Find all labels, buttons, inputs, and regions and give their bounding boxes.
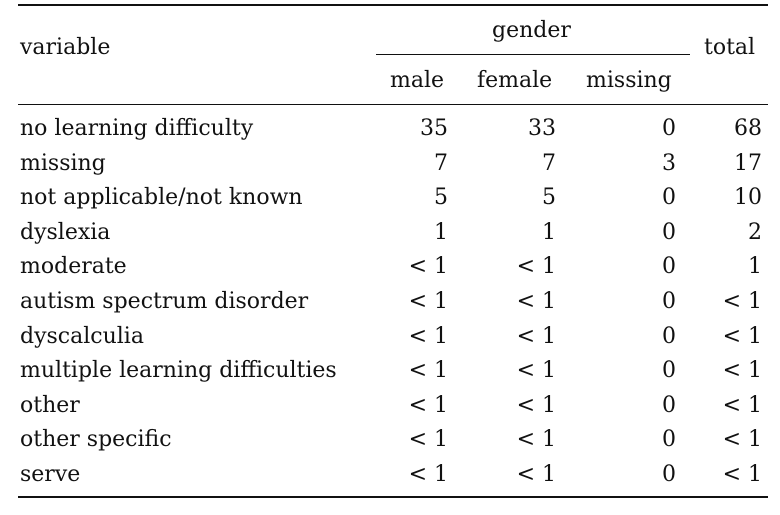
cell-female: 5: [542, 185, 556, 211]
cell-missing: 3: [662, 150, 676, 176]
table-row: dyslexia 1 1 0 2: [0, 216, 780, 250]
cell-total: < 1: [722, 392, 762, 418]
header-male: male: [390, 68, 445, 93]
cell-male: < 1: [408, 289, 448, 314]
row-label: other: [20, 392, 80, 418]
cell-male: < 1: [408, 392, 448, 418]
cell-missing: 0: [662, 185, 676, 211]
cell-female: < 1: [516, 392, 556, 418]
cell-male: < 1: [408, 358, 448, 384]
row-label: autism spectrum disorder: [20, 289, 309, 314]
top-rule: [18, 4, 768, 6]
bottom-rule: [18, 496, 768, 498]
header-gender: gender: [492, 18, 571, 43]
row-label: dyscalculia: [20, 323, 144, 349]
cell-female: 33: [528, 116, 556, 141]
cell-missing: 0: [662, 219, 676, 245]
row-label: multiple learning difficulties: [20, 358, 337, 384]
cell-female: < 1: [516, 254, 556, 280]
cell-missing: 0: [662, 289, 676, 314]
table-row: multiple learning difficulties < 1 < 1 0 < 1: [0, 354, 780, 388]
cell-male: < 1: [408, 254, 448, 280]
row-label: no learning difficulty: [20, 116, 254, 141]
row-label: moderate: [20, 254, 127, 280]
table-row: no learning difficulty 35 33 0 68: [0, 112, 780, 146]
header-variable: variable: [20, 35, 111, 60]
cell-male: < 1: [408, 462, 448, 487]
table-row: other specific < 1 < 1 0 < 1: [0, 423, 780, 457]
cell-female: < 1: [516, 462, 556, 487]
table-row: not applicable/not known 5 5 0 10: [0, 181, 780, 215]
cell-missing: 0: [662, 323, 676, 349]
cell-female: < 1: [516, 358, 556, 384]
cell-total: 17: [734, 150, 762, 176]
cell-male: < 1: [408, 427, 448, 453]
cell-female: < 1: [516, 427, 556, 453]
row-label: dyslexia: [20, 219, 111, 245]
cell-total: < 1: [722, 323, 762, 349]
cell-female: < 1: [516, 323, 556, 349]
cell-total: < 1: [722, 289, 762, 314]
cell-male: 7: [434, 150, 448, 176]
table-row: serve < 1 < 1 0 < 1: [0, 458, 780, 492]
table-row: missing 7 7 3 17: [0, 147, 780, 181]
row-label: other specific: [20, 427, 172, 453]
cell-male: < 1: [408, 323, 448, 349]
cell-female: 7: [542, 150, 556, 176]
header-missing: missing: [586, 68, 672, 93]
cell-male: 35: [420, 116, 448, 141]
cell-missing: 0: [662, 392, 676, 418]
cell-missing: 0: [662, 254, 676, 280]
cell-missing: 0: [662, 358, 676, 384]
table-row: other < 1 < 1 0 < 1: [0, 389, 780, 423]
table-row: moderate < 1 < 1 0 1: [0, 250, 780, 284]
cell-missing: 0: [662, 427, 676, 453]
cell-male: 5: [434, 185, 448, 211]
cell-total: < 1: [722, 358, 762, 384]
header-total: total: [704, 35, 756, 60]
row-label: serve: [20, 462, 81, 487]
cell-male: 1: [434, 219, 448, 245]
cell-total: < 1: [722, 462, 762, 487]
table-row: dyscalculia < 1 < 1 0 < 1: [0, 320, 780, 354]
header-female: female: [477, 68, 553, 93]
table-row: autism spectrum disorder < 1 < 1 0 < 1: [0, 285, 780, 319]
cell-total: 68: [734, 116, 762, 141]
cell-total: 2: [748, 219, 762, 245]
cell-total: 10: [734, 185, 762, 211]
cell-missing: 0: [662, 462, 676, 487]
cell-female: 1: [542, 219, 556, 245]
cell-missing: 0: [662, 116, 676, 141]
row-label: not applicable/not known: [20, 185, 303, 211]
cell-total: 1: [748, 254, 762, 280]
cell-total: < 1: [722, 427, 762, 453]
row-label: missing: [20, 150, 106, 176]
cell-female: < 1: [516, 289, 556, 314]
gender-group-rule: [376, 54, 690, 55]
header-rule: [18, 104, 768, 105]
